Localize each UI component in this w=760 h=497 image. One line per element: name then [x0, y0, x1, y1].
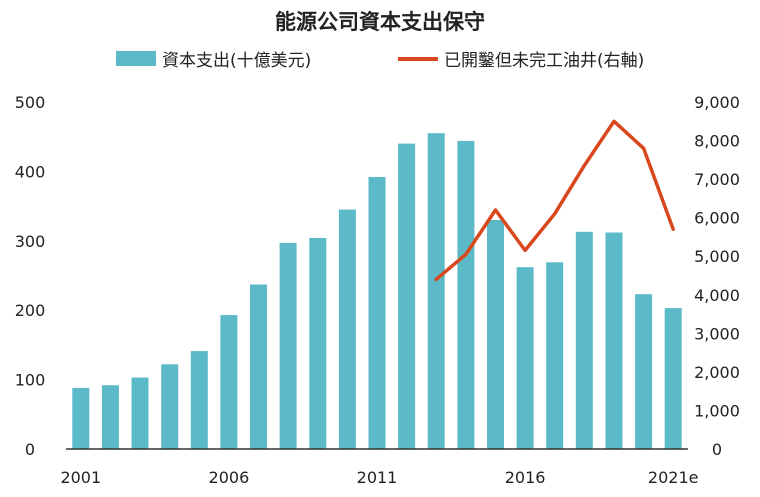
bar-2007: [250, 284, 267, 449]
bar-2012: [398, 143, 416, 449]
bar-2003: [131, 377, 149, 449]
bar-2002: [101, 385, 119, 449]
y-right-tick-label: 9,000: [694, 93, 740, 112]
bar-2015: [487, 220, 504, 449]
y-left-tick-label: 0: [25, 440, 35, 459]
y-left-tick-label: 100: [15, 371, 46, 390]
legend: 資本支出(十億美元) 已開鑿但未完工油井(右軸): [0, 46, 760, 74]
bar-2008: [279, 242, 297, 449]
y-right-tick-label: 4,000: [694, 286, 740, 305]
bar-2004: [161, 364, 179, 449]
y-left-tick-label: 400: [15, 162, 46, 181]
bar-2020: [635, 294, 653, 449]
y-right-tick-label: 0: [712, 440, 722, 459]
legend-label-line: 已開鑿但未完工油井(右軸): [444, 51, 645, 71]
y-right-tick-label: 2,000: [694, 363, 740, 382]
x-tick-label: 2001: [60, 468, 101, 487]
bar-2018: [575, 231, 593, 449]
bar-2001: [72, 387, 90, 449]
bar-2016: [516, 267, 534, 449]
bar-2019: [605, 232, 623, 449]
y-right-tick-label: 5,000: [694, 247, 740, 266]
bar-2021e: [664, 308, 682, 449]
legend-label-bar: 資本支出(十億美元): [162, 51, 312, 71]
x-tick-label: 2016: [505, 468, 546, 487]
x-tick-label: 2006: [209, 468, 250, 487]
y-left-tick-label: 300: [15, 232, 46, 251]
bar-2017: [546, 262, 564, 449]
bar-2006: [220, 315, 238, 449]
bar-2005: [190, 351, 208, 449]
y-right-tick-label: 8,000: [694, 132, 740, 151]
y-right-tick-label: 6,000: [694, 209, 740, 228]
bar-2011: [368, 177, 386, 449]
bar-2009: [309, 238, 327, 449]
y-left-tick-label: 500: [15, 93, 46, 112]
x-tick-label: 2021e: [648, 468, 699, 487]
bar-2010: [338, 209, 356, 449]
bar-2014: [457, 140, 475, 449]
y-left-tick-label: 200: [15, 301, 46, 320]
legend-item-line: 已開鑿但未完工油井(右軸): [398, 46, 644, 71]
y-right-tick-label: 3,000: [694, 324, 740, 343]
legend-bar-swatch: [116, 51, 156, 66]
legend-item-bar: 資本支出(十億美元): [116, 46, 311, 71]
chart-title: 能源公司資本支出保守: [275, 10, 485, 34]
x-tick-label: 2011: [357, 468, 398, 487]
bar-2013: [427, 133, 445, 449]
legend-line-swatch: [398, 56, 438, 61]
y-right-tick-label: 7,000: [694, 170, 740, 189]
y-right-tick-label: 1,000: [694, 401, 740, 420]
